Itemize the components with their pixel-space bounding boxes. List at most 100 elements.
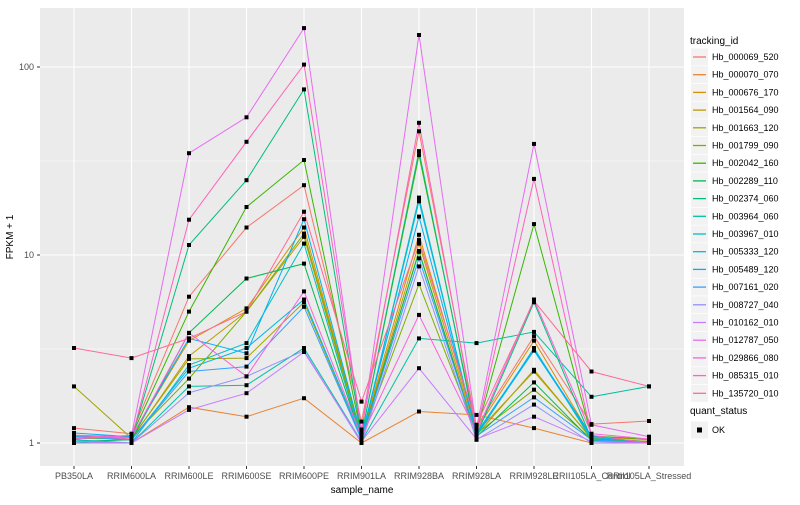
data-point <box>647 384 651 389</box>
data-point <box>187 366 191 371</box>
data-point <box>72 433 76 438</box>
data-point <box>187 363 191 367</box>
legend-item-Hb_001663_120: Hb_001663_120 <box>691 119 779 137</box>
data-point <box>417 214 421 219</box>
legend-item-label: Hb_005489_120 <box>712 264 779 274</box>
data-point <box>359 419 364 424</box>
data-point <box>72 439 76 444</box>
x-tick-label-RRIM600LA: RRIM600LA <box>107 471 156 481</box>
data-point <box>244 309 249 314</box>
data-point <box>359 427 364 432</box>
legend-item-Hb_001564_090: Hb_001564_090 <box>691 101 779 119</box>
data-point <box>302 26 306 31</box>
x-tick-label-RRIM928LE: RRIM928LE <box>509 471 558 481</box>
data-point <box>532 347 536 352</box>
x-tick-label-RRIM600SE: RRIM600SE <box>221 471 271 481</box>
legend-item-Hb_002374_060: Hb_002374_060 <box>691 190 779 208</box>
legend-item-label: Hb_135720_010 <box>712 388 779 398</box>
legend-item-Hb_000070_070: Hb_000070_070 <box>691 66 779 84</box>
legend-item-Hb_000676_170: Hb_000676_170 <box>691 83 779 101</box>
data-point <box>302 350 306 354</box>
data-point <box>244 374 249 379</box>
data-point <box>532 367 536 372</box>
x-tick-label-RRII105LA_Control: RRII105LA_Control <box>552 471 630 481</box>
data-point <box>647 434 651 439</box>
data-point <box>302 234 306 239</box>
x-tick-label-RRIM600PE: RRIM600PE <box>279 471 329 481</box>
legend-item-label: Hb_000676_170 <box>712 87 779 97</box>
data-point <box>417 149 421 154</box>
legend-item-label: Hb_002042_160 <box>712 158 779 168</box>
data-point <box>244 205 249 209</box>
data-point <box>129 356 134 361</box>
data-point <box>532 222 536 227</box>
data-point <box>187 407 191 412</box>
legend-item-Hb_005333_120: Hb_005333_120 <box>691 243 779 261</box>
data-point <box>302 231 306 236</box>
x-tick-label-RRIM928LA: RRIM928LA <box>452 471 501 481</box>
y-tick-label-100: 100 <box>19 62 34 72</box>
data-point <box>187 294 191 299</box>
x-tick-label-RRIM928BA: RRIM928BA <box>394 471 444 481</box>
data-point <box>474 412 479 417</box>
legend-ok-label: OK <box>712 425 725 435</box>
data-point <box>187 376 191 381</box>
data-point <box>474 429 479 434</box>
legend-tracking-id-title: tracking_id <box>690 36 738 47</box>
data-point <box>72 384 76 389</box>
data-point <box>417 241 421 246</box>
legend-item-Hb_029866_080: Hb_029866_080 <box>691 349 779 367</box>
data-point <box>187 309 191 314</box>
data-point <box>417 129 421 134</box>
data-point <box>302 346 306 350</box>
legend-item-label: Hb_001799_090 <box>712 141 779 151</box>
data-point <box>474 426 479 431</box>
data-point <box>244 115 249 120</box>
data-point <box>129 433 134 438</box>
data-point <box>244 356 249 361</box>
legend-item-label: Hb_002374_060 <box>712 194 779 204</box>
y-tick-label-10: 10 <box>24 250 34 260</box>
x-axis-title: sample_name <box>331 485 394 496</box>
legend-item-label: Hb_007161_020 <box>712 282 779 292</box>
y-axis-tick-labels: 100 10 1 <box>19 62 34 448</box>
data-point <box>532 414 536 419</box>
data-point <box>532 176 536 181</box>
data-point <box>589 369 594 374</box>
legend-item-Hb_005489_120: Hb_005489_120 <box>691 260 779 278</box>
legend-item-label: Hb_085315_010 <box>712 371 779 381</box>
legend-tracking-id-rows: Hb_000069_520 Hb_000070_070 Hb_000676_170 H… <box>691 48 779 402</box>
data-point <box>359 434 364 439</box>
data-point <box>187 330 191 335</box>
legend-item-Hb_001799_090: Hb_001799_090 <box>691 137 779 154</box>
data-point <box>359 430 364 435</box>
data-point <box>72 431 76 435</box>
data-point <box>244 341 249 346</box>
legend-item-label: Hb_003967_010 <box>712 229 779 239</box>
legend-item-label: Hb_001564_090 <box>712 105 779 115</box>
data-point <box>244 391 249 396</box>
data-point <box>302 87 306 92</box>
legend-item-label: Hb_012787_050 <box>712 335 779 345</box>
data-point <box>302 158 306 162</box>
legend-item-Hb_002289_110: Hb_002289_110 <box>691 172 778 190</box>
data-point <box>417 336 421 341</box>
data-point <box>417 199 421 204</box>
data-point <box>302 217 306 222</box>
x-axis-tick-labels: PB350LA RRIM600LA RRIM600LE RRIM600SE RRIM60… <box>55 471 691 481</box>
legend-item-Hb_085315_010: Hb_085315_010 <box>691 367 779 385</box>
data-point <box>187 356 191 361</box>
data-point <box>244 383 249 388</box>
data-point <box>532 402 536 407</box>
legend-item-label: Hb_008727_040 <box>712 300 779 310</box>
data-point <box>302 241 306 246</box>
data-point <box>532 338 536 343</box>
data-point <box>302 289 306 294</box>
data-point <box>302 183 306 188</box>
legend-item-Hb_008727_040: Hb_008727_040 <box>691 296 779 314</box>
data-point <box>417 249 421 254</box>
data-point <box>417 256 421 261</box>
data-point <box>417 282 421 287</box>
data-point <box>417 232 421 237</box>
